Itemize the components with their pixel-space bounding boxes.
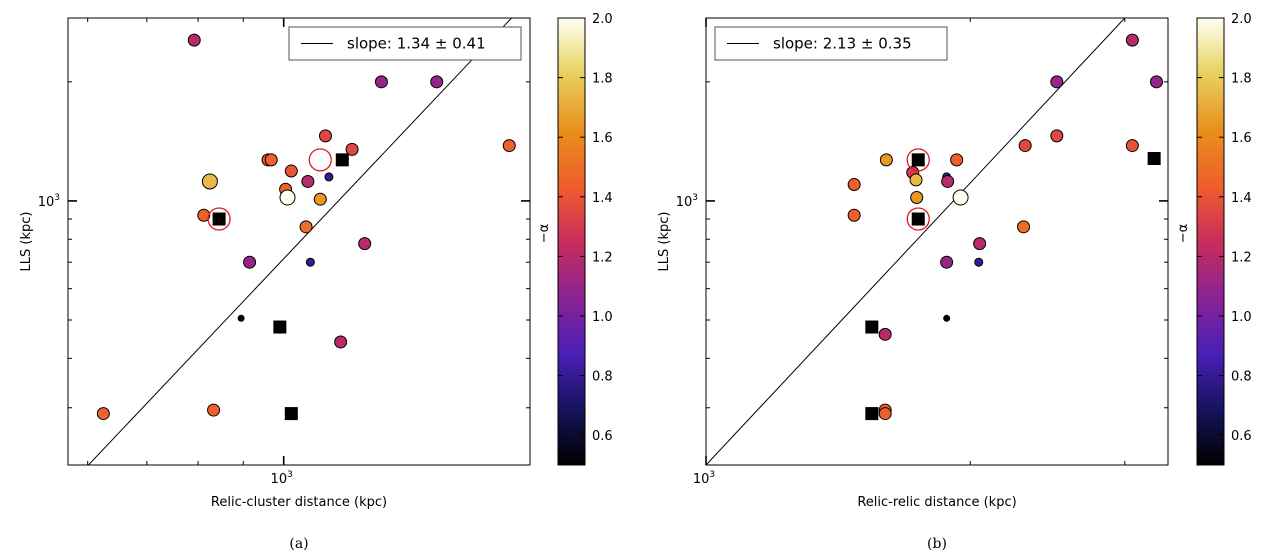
data-point xyxy=(301,174,315,188)
data-point xyxy=(313,192,327,206)
colorbar-tick-label: 2.0 xyxy=(592,12,613,27)
data-point xyxy=(1017,220,1031,234)
data-point xyxy=(1050,129,1064,143)
colorbar xyxy=(557,17,586,466)
data-point xyxy=(878,407,892,421)
colorbar xyxy=(1196,17,1225,466)
data-point xyxy=(847,208,861,222)
highlight-ring xyxy=(906,207,930,231)
legend-box xyxy=(714,26,948,61)
data-point xyxy=(943,314,951,322)
data-point xyxy=(1018,139,1032,153)
data-point xyxy=(973,237,987,251)
colorbar-tick-label: 1.0 xyxy=(1231,310,1252,325)
x-tick-label: 103 xyxy=(693,470,715,487)
data-point xyxy=(305,257,315,267)
highlight-ring xyxy=(308,148,332,172)
data-point xyxy=(847,178,861,192)
x-axis-title: Relic-cluster distance (kpc) xyxy=(211,495,387,510)
square-marker xyxy=(911,212,925,226)
highlight-ring xyxy=(207,207,231,231)
y-tick-label: 103 xyxy=(676,193,698,210)
data-point xyxy=(910,191,924,205)
data-point xyxy=(318,129,332,143)
data-point xyxy=(950,153,964,167)
colorbar-tick-label: 1.8 xyxy=(1231,72,1252,87)
square-marker xyxy=(273,320,287,334)
data-point xyxy=(941,174,955,188)
colorbar-tick-label: 1.8 xyxy=(592,72,613,87)
colorbar-tick-label: 0.8 xyxy=(1231,370,1252,385)
plot-frame xyxy=(705,17,1169,466)
panel-caption: (b) xyxy=(927,536,947,552)
plot-area xyxy=(87,18,516,465)
square-marker xyxy=(212,212,226,226)
plot-area xyxy=(706,18,1163,465)
x-tick-label: 103 xyxy=(271,470,293,487)
square-marker xyxy=(865,320,879,334)
colorbar-tick-label: 0.6 xyxy=(1231,429,1252,444)
colorbar-tick-label: 0.6 xyxy=(592,429,613,444)
data-point xyxy=(909,173,923,187)
colorbar-tick-label: 1.2 xyxy=(592,250,613,265)
data-point xyxy=(324,172,334,182)
data-point xyxy=(974,257,984,267)
data-point xyxy=(502,139,516,153)
colorbar-tick-label: 1.4 xyxy=(1231,191,1252,206)
data-point xyxy=(374,75,388,89)
data-point xyxy=(358,237,372,251)
data-point xyxy=(334,335,348,349)
colorbar-tick-label: 0.8 xyxy=(592,370,613,385)
panel-caption: (a) xyxy=(289,536,308,552)
square-marker xyxy=(1147,152,1161,166)
data-point xyxy=(243,255,257,269)
data-point xyxy=(201,173,218,190)
legend-label: slope: 1.34 ± 0.41 xyxy=(347,35,486,53)
data-point xyxy=(279,189,296,206)
colorbar-tick-label: 1.6 xyxy=(592,131,613,146)
colorbar-tick-label: 2.0 xyxy=(1231,12,1252,27)
data-point xyxy=(1149,75,1163,89)
square-marker xyxy=(284,407,298,421)
square-marker xyxy=(865,407,879,421)
data-point xyxy=(197,208,211,222)
panel-b: 103 103 Relic-relic distance (kpc) LLS (kpc… xyxy=(657,12,1252,552)
fit-line xyxy=(87,18,513,465)
fit-line xyxy=(706,18,1126,465)
y-axis-title: LLS (kpc) xyxy=(19,212,34,272)
y-tick-label: 103 xyxy=(38,193,60,210)
data-point xyxy=(952,189,969,206)
colorbar-tick-label: 1.6 xyxy=(1231,131,1252,146)
data-point xyxy=(187,33,201,47)
data-point xyxy=(878,327,892,341)
data-point xyxy=(1050,75,1064,89)
data-point xyxy=(96,407,110,421)
data-point xyxy=(430,75,444,89)
colorbar-tick-label: 1.4 xyxy=(592,191,613,206)
y-axis-title: LLS (kpc) xyxy=(657,212,672,272)
data-point xyxy=(879,153,893,167)
highlight-ring xyxy=(906,148,930,172)
data-point xyxy=(345,142,359,156)
data-point xyxy=(284,164,298,178)
x-axis-title: Relic-relic distance (kpc) xyxy=(857,495,1016,510)
colorbar-label: −α xyxy=(1176,224,1191,243)
data-point xyxy=(207,403,221,417)
data-point xyxy=(264,153,278,167)
data-point xyxy=(940,255,954,269)
plot-frame xyxy=(67,17,531,466)
colorbar-tick-label: 1.0 xyxy=(592,310,613,325)
square-marker xyxy=(911,153,925,167)
colorbar-label: −α xyxy=(537,224,552,243)
colorbar-tick-label: 1.2 xyxy=(1231,250,1252,265)
square-marker xyxy=(335,153,349,167)
data-point xyxy=(237,314,245,322)
data-point xyxy=(299,220,313,234)
data-point xyxy=(1125,139,1139,153)
data-point xyxy=(1125,33,1139,47)
legend-label: slope: 2.13 ± 0.35 xyxy=(773,35,912,53)
panel-a: 103 103 Relic-cluster distance (kpc) LLS (k… xyxy=(19,12,613,552)
